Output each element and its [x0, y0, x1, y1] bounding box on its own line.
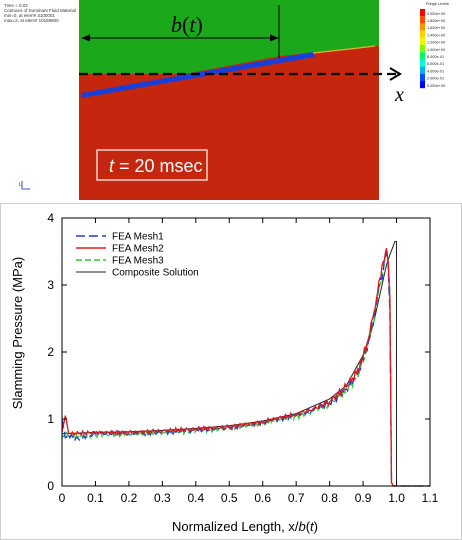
- series-line-fea-mesh1: [61, 252, 430, 487]
- fringe-swatch: [420, 66, 425, 74]
- x-axis-label: x: [394, 84, 404, 106]
- x-axis-arrow: x: [79, 67, 404, 106]
- time-box: t = 20 msec: [96, 149, 208, 181]
- pressure-chart: 0 0.1 0.2 0.3 0.4 0.5 0.6 0.7 0.8 0.9 1.0 1.101234 …: [0, 203, 462, 540]
- tick-layer: 0 0.1 0.2 0.3 0.4 0.5 0.6 0.7 0.8 0.9 1.0 1.1 0 1 2 3 4: [47, 211, 438, 505]
- x-tick-label: 0.6: [254, 491, 271, 505]
- legend-label: FEA Mesh1: [112, 232, 164, 243]
- x-tick-label: 0.3: [154, 491, 171, 505]
- x-tick-label: 1.0: [388, 491, 405, 505]
- time-label: t = 20 msec: [109, 156, 203, 176]
- triad-label: L: [19, 182, 22, 188]
- fringe-level-label: 1.400e+00: [427, 33, 445, 37]
- fringe-swatch: [420, 37, 425, 45]
- fringe-title: Fringe Levels: [426, 2, 449, 6]
- x-tick-label: 0.9: [355, 491, 372, 505]
- fringe-level-label: 1.000e+00: [427, 48, 445, 52]
- fringe-swatch: [420, 16, 425, 24]
- series-line-fea-mesh2: [61, 248, 430, 487]
- fringe-level-label: 4.000e-01: [427, 69, 444, 73]
- x-tick-label: 0.1: [87, 491, 104, 505]
- fringe-level-label: 0.000e+00: [427, 84, 445, 88]
- series-layer: [61, 241, 430, 487]
- x-axis-label: Normalized Length, x/b(t): [172, 519, 318, 534]
- fringe-swatch: [420, 45, 425, 53]
- fringe-swatch: [420, 9, 425, 17]
- x-tick-label: 1.1: [422, 491, 439, 505]
- x-tick-label: 0: [59, 491, 66, 505]
- fringe-level-label: 1.200e+00: [427, 41, 445, 45]
- jet-tip: [312, 45, 376, 54]
- sim-header-line-2: Contours of Dominant Fluid Material: [4, 8, 76, 13]
- water-region: [79, 74, 379, 200]
- coordinate-triad: L: [19, 181, 30, 190]
- y-tick-label: 1: [47, 412, 54, 426]
- sim-header-line-3: min=0, at elem# 3100001: [4, 13, 55, 18]
- x-tick-label: 0.2: [121, 491, 138, 505]
- y-tick-label: 0: [47, 479, 54, 493]
- legend-label: FEA Mesh2: [112, 244, 164, 255]
- b-t-label: b(t): [171, 12, 203, 37]
- fringe-swatch: [420, 59, 425, 67]
- legend-label: Composite Solution: [112, 268, 199, 279]
- fringe-level-label: 1.800e+00: [427, 19, 445, 23]
- fringe-level-label: 2.000e-01: [427, 77, 444, 81]
- fringe-level-label: 8.000e-01: [427, 55, 444, 59]
- fringe-swatch: [420, 52, 425, 60]
- x-tick-label: 0.7: [288, 491, 305, 505]
- y-tick-label: 3: [47, 278, 54, 292]
- fringe-level-label: 6.000e-01: [427, 62, 444, 66]
- fringe-swatch: [420, 81, 425, 89]
- fringe-swatch: [420, 73, 425, 81]
- legend-label: FEA Mesh3: [112, 256, 164, 267]
- x-tick-label: 0.4: [187, 491, 204, 505]
- sim-header-line-1: Time = 0.02: [4, 3, 28, 8]
- y-axis-label: Slamming Pressure (MPa): [10, 257, 25, 409]
- fringe-swatch: [420, 23, 425, 31]
- x-tick-label: 0.5: [221, 491, 238, 505]
- fringe-legend: Fringe Levels 2.000e+00 1.800e+00 1.600e+0…: [420, 2, 449, 89]
- fringe-level-label: 2.000e+00: [427, 12, 445, 16]
- b-dimension: b(t): [81, 5, 280, 58]
- sim-header-line-4: max=2, at elem# 10169800: [4, 18, 59, 23]
- fringe-level-label: 1.600e+00: [427, 26, 445, 30]
- y-tick-label: 2: [47, 345, 54, 359]
- y-tick-label: 4: [47, 211, 54, 225]
- x-tick-label: 0.8: [321, 491, 338, 505]
- simulation-panel: Time = 0.02 Contours of Dominant Fluid M…: [4, 0, 449, 200]
- contour-field: [79, 0, 379, 200]
- fringe-swatch: [420, 30, 425, 38]
